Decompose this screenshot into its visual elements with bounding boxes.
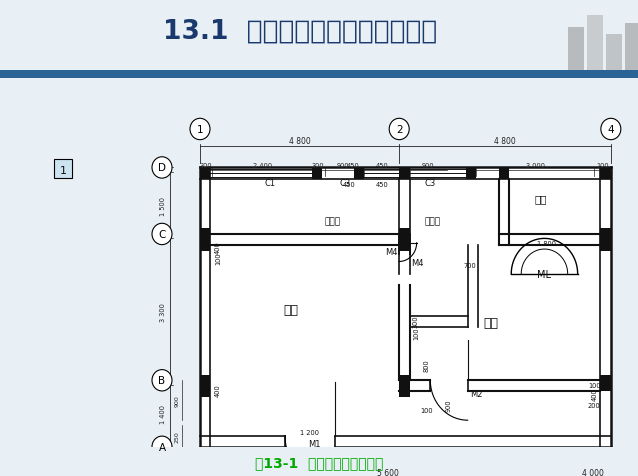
Text: 1 200: 1 200 <box>300 429 320 435</box>
Text: 4 800: 4 800 <box>289 137 311 146</box>
Text: 客厅: 客厅 <box>284 303 299 316</box>
Bar <box>0 71 638 79</box>
Text: 13.1  楼地面装饰工程列项与计量: 13.1 楼地面装饰工程列项与计量 <box>163 19 437 44</box>
Text: 5 600: 5 600 <box>377 468 399 476</box>
Text: 100: 100 <box>597 162 609 169</box>
Text: 1 500: 1 500 <box>160 196 166 215</box>
Text: 3 300: 3 300 <box>160 302 166 321</box>
Text: 900: 900 <box>422 162 434 169</box>
Circle shape <box>152 370 172 391</box>
Text: 卫生间: 卫生间 <box>325 217 341 226</box>
Text: 卧室: 卧室 <box>483 317 498 329</box>
Text: M4: M4 <box>412 259 424 268</box>
Text: 300: 300 <box>413 315 419 327</box>
FancyBboxPatch shape <box>54 159 72 179</box>
Bar <box>600 229 611 251</box>
Bar <box>600 375 611 392</box>
Text: 200: 200 <box>588 402 600 408</box>
Text: 1: 1 <box>197 125 204 135</box>
Text: 800: 800 <box>423 358 429 371</box>
Text: 900: 900 <box>446 398 452 411</box>
Text: 450: 450 <box>347 162 360 169</box>
Text: 2 400: 2 400 <box>253 162 272 169</box>
Text: C3: C3 <box>425 178 436 187</box>
Text: 450: 450 <box>343 182 356 188</box>
Bar <box>312 168 322 179</box>
Text: 300: 300 <box>312 162 325 169</box>
Bar <box>399 375 410 397</box>
Bar <box>600 168 611 179</box>
Bar <box>466 168 476 179</box>
Circle shape <box>152 224 172 245</box>
Text: 100: 100 <box>588 382 600 388</box>
Bar <box>606 35 622 71</box>
Text: 400: 400 <box>215 240 221 253</box>
Circle shape <box>190 119 210 140</box>
Bar <box>200 168 211 179</box>
Text: 100: 100 <box>420 407 433 414</box>
Text: 100: 100 <box>160 164 166 177</box>
Text: 100: 100 <box>215 252 221 264</box>
Bar <box>353 168 364 179</box>
Bar <box>587 16 603 71</box>
Text: C1: C1 <box>265 178 276 187</box>
Text: 1: 1 <box>59 165 66 175</box>
Text: M1: M1 <box>308 439 320 448</box>
Bar <box>499 168 509 179</box>
Circle shape <box>152 158 172 179</box>
Text: 3 000: 3 000 <box>526 162 545 169</box>
Text: 300: 300 <box>200 162 212 169</box>
Text: 4: 4 <box>607 125 614 135</box>
Text: 700: 700 <box>463 262 476 268</box>
Text: 400: 400 <box>591 387 597 400</box>
Bar <box>200 375 211 397</box>
Text: D: D <box>158 163 166 173</box>
Text: 900: 900 <box>337 162 350 169</box>
Text: 2: 2 <box>396 125 403 135</box>
Circle shape <box>601 475 621 476</box>
Text: 4 000: 4 000 <box>582 468 604 476</box>
Bar <box>399 168 410 179</box>
Text: 1 400: 1 400 <box>160 404 166 423</box>
Circle shape <box>190 475 210 476</box>
Text: 卫生间: 卫生间 <box>424 217 440 226</box>
Bar <box>625 23 638 71</box>
Text: 250: 250 <box>175 430 179 442</box>
Circle shape <box>565 475 586 476</box>
Text: M2: M2 <box>470 389 482 398</box>
Text: A: A <box>158 442 166 452</box>
Bar <box>200 229 211 251</box>
Text: 450: 450 <box>375 182 388 188</box>
Text: 400: 400 <box>215 383 221 396</box>
Bar <box>200 168 611 447</box>
Text: 100: 100 <box>413 327 419 339</box>
Bar <box>399 229 410 251</box>
Circle shape <box>152 436 172 457</box>
Text: 900: 900 <box>175 395 179 406</box>
Text: 1 800: 1 800 <box>537 240 556 246</box>
Text: M4: M4 <box>385 248 397 257</box>
Text: C3: C3 <box>339 178 351 187</box>
Circle shape <box>601 119 621 140</box>
Text: C: C <box>158 229 166 239</box>
Text: 4 800: 4 800 <box>494 137 516 146</box>
Circle shape <box>389 119 409 140</box>
Text: 图13-1  某建筑的四层平面图: 图13-1 某建筑的四层平面图 <box>255 456 383 470</box>
Text: B: B <box>158 376 166 386</box>
Bar <box>568 28 584 71</box>
Text: 450: 450 <box>375 162 388 169</box>
Text: ML: ML <box>537 269 551 279</box>
Text: 阳台: 阳台 <box>534 194 547 204</box>
